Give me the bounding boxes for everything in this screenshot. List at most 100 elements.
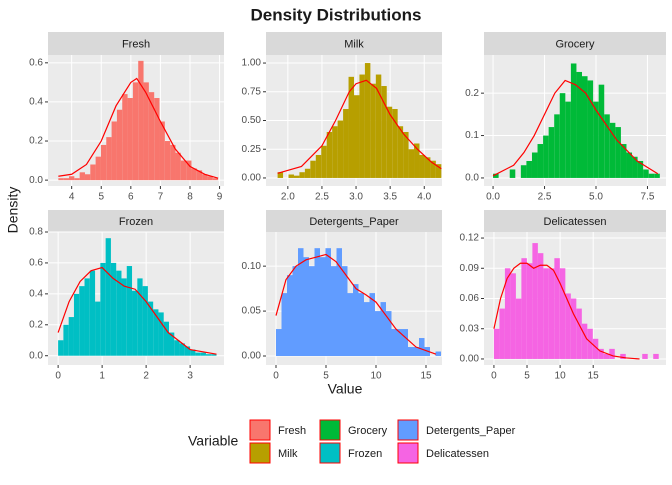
histogram-bar	[559, 268, 566, 359]
histogram-bar	[565, 293, 571, 359]
histogram-bar	[79, 172, 85, 181]
histogram-bar	[609, 348, 615, 359]
x-tick-label: 5.0	[589, 192, 603, 203]
histogram-bar	[554, 114, 560, 178]
histogram-bar	[397, 126, 404, 178]
histogram-bar	[435, 164, 442, 178]
histogram-bar	[509, 169, 516, 178]
histogram-bar	[654, 173, 660, 178]
histogram-bar	[95, 301, 101, 356]
histogram-bar	[154, 98, 160, 181]
histogram-bar	[604, 114, 610, 178]
histogram-bar	[559, 93, 566, 178]
legend-label: Grocery	[348, 425, 388, 437]
histogram-bar	[504, 268, 511, 359]
histogram-bar	[310, 160, 316, 178]
histogram-bar	[343, 109, 349, 178]
histogram-bar	[325, 248, 331, 357]
histogram-bar	[195, 352, 201, 356]
histogram-bar	[554, 258, 560, 359]
histogram-bar	[548, 268, 555, 359]
y-tick-label: 0.03	[460, 323, 480, 334]
y-tick-label: 0.6	[29, 258, 43, 269]
y-tick-label: 0.06	[460, 293, 480, 304]
histogram-bar	[615, 127, 621, 178]
histogram-bar	[576, 308, 582, 359]
histogram-bar	[100, 262, 106, 356]
density-curve	[492, 79, 659, 177]
histogram-bar	[58, 340, 64, 356]
legend-key	[397, 442, 419, 464]
histogram-bar	[73, 293, 80, 356]
strip	[48, 210, 224, 232]
histogram-bar	[375, 311, 381, 357]
x-tick-label: 10	[370, 371, 382, 382]
histogram-bar	[196, 170, 203, 181]
histogram-bar	[84, 174, 91, 181]
histogram-bar	[419, 338, 425, 357]
histogram-bar	[287, 275, 293, 357]
y-tick-label: 0.00	[242, 351, 262, 362]
histogram-bar	[403, 131, 409, 178]
histogram-bar	[293, 175, 300, 178]
histogram-bar	[69, 176, 75, 181]
histogram-bar	[179, 343, 185, 356]
histogram-bar	[191, 168, 197, 181]
strip	[48, 32, 224, 55]
histogram-bar	[598, 348, 604, 359]
histogram-bar	[520, 165, 527, 178]
legend-key	[249, 442, 271, 464]
y-tick-label: 0.50	[242, 115, 262, 126]
histogram-bar	[110, 262, 117, 356]
y-tick-label: 0.12	[460, 233, 480, 244]
histogram-bar	[582, 76, 588, 178]
histogram-bar	[515, 298, 522, 359]
x-tick-label: 0	[55, 371, 61, 382]
y-tick-label: 0.2	[29, 319, 43, 330]
histogram-bar	[543, 268, 549, 359]
strip-label: Fresh	[122, 38, 150, 50]
x-tick-label: 2.0	[281, 192, 295, 203]
x-tick-label: 15	[588, 371, 600, 382]
histogram-bar	[100, 144, 107, 181]
histogram-bar	[143, 82, 149, 181]
histogram-bar	[620, 144, 627, 178]
legend-key	[319, 442, 341, 464]
histogram-bar	[315, 154, 322, 178]
x-tick-label: 15	[420, 371, 432, 382]
histogram-bar	[95, 156, 101, 181]
histogram-bar	[587, 328, 593, 359]
y-tick-label: 0.0	[465, 173, 479, 184]
histogram-bar	[408, 149, 415, 178]
x-tick-label: 5	[323, 371, 329, 382]
histogram-bar	[620, 353, 626, 359]
histogram-bar	[158, 312, 164, 356]
histogram-bar	[90, 164, 96, 181]
legend-label: Milk	[278, 448, 298, 460]
x-tick-label: 10	[555, 371, 567, 382]
strip-label: Frozen	[119, 216, 153, 228]
histogram-bar	[413, 347, 419, 357]
histogram-bar	[68, 317, 74, 356]
histogram-bar	[565, 101, 571, 178]
histogram-bar	[164, 141, 171, 181]
histogram-bar	[386, 311, 392, 357]
histogram-bar	[576, 71, 582, 178]
density-curve	[57, 266, 217, 355]
y-tick-label: 0.1	[465, 130, 479, 141]
histogram-bar	[202, 174, 208, 181]
y-tick-label: 0.05	[242, 306, 262, 317]
histogram-bar	[276, 329, 282, 357]
histogram-bar	[63, 178, 70, 181]
y-axis-label: Density	[5, 187, 21, 234]
histogram-bar	[106, 137, 112, 181]
histogram-bar	[637, 160, 644, 178]
x-tick-label: 2.5	[315, 192, 329, 203]
y-tick-label: 0.4	[29, 289, 43, 300]
histogram-bar	[380, 302, 386, 357]
y-tick-label: 0.2	[465, 88, 479, 99]
strip-label: Milk	[344, 38, 364, 50]
histogram-bar	[205, 354, 212, 356]
histogram-bar	[174, 340, 180, 356]
histogram-bar	[364, 63, 371, 178]
